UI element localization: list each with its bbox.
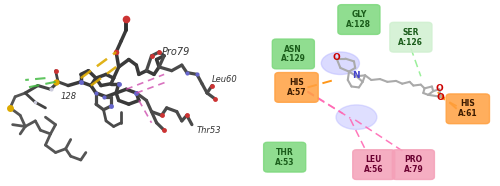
Text: LEU
A:56: LEU A:56	[364, 155, 384, 174]
Text: O: O	[436, 93, 444, 102]
Text: HIS
A:61: HIS A:61	[458, 100, 477, 118]
Text: O: O	[436, 84, 444, 93]
Text: HIS
A:57: HIS A:57	[286, 78, 306, 97]
FancyBboxPatch shape	[390, 22, 432, 52]
Text: THR
A:53: THR A:53	[275, 148, 294, 166]
FancyBboxPatch shape	[264, 142, 306, 172]
FancyBboxPatch shape	[352, 150, 395, 179]
FancyBboxPatch shape	[275, 73, 318, 102]
Text: Thr53: Thr53	[197, 126, 222, 135]
Text: O: O	[333, 53, 340, 62]
FancyBboxPatch shape	[338, 5, 380, 34]
Text: N: N	[352, 71, 360, 80]
Text: 128: 128	[60, 92, 76, 101]
Ellipse shape	[336, 105, 377, 129]
Text: PRO
A:79: PRO A:79	[404, 155, 423, 174]
Text: GLY
A:128: GLY A:128	[346, 10, 372, 29]
Text: Leu60: Leu60	[212, 76, 238, 84]
Text: SER
A:126: SER A:126	[398, 28, 423, 46]
FancyBboxPatch shape	[392, 150, 434, 179]
Ellipse shape	[322, 52, 360, 74]
Text: ASN
A:129: ASN A:129	[281, 45, 306, 63]
FancyBboxPatch shape	[446, 94, 490, 124]
FancyBboxPatch shape	[272, 39, 314, 69]
Text: Pro79: Pro79	[162, 47, 190, 57]
